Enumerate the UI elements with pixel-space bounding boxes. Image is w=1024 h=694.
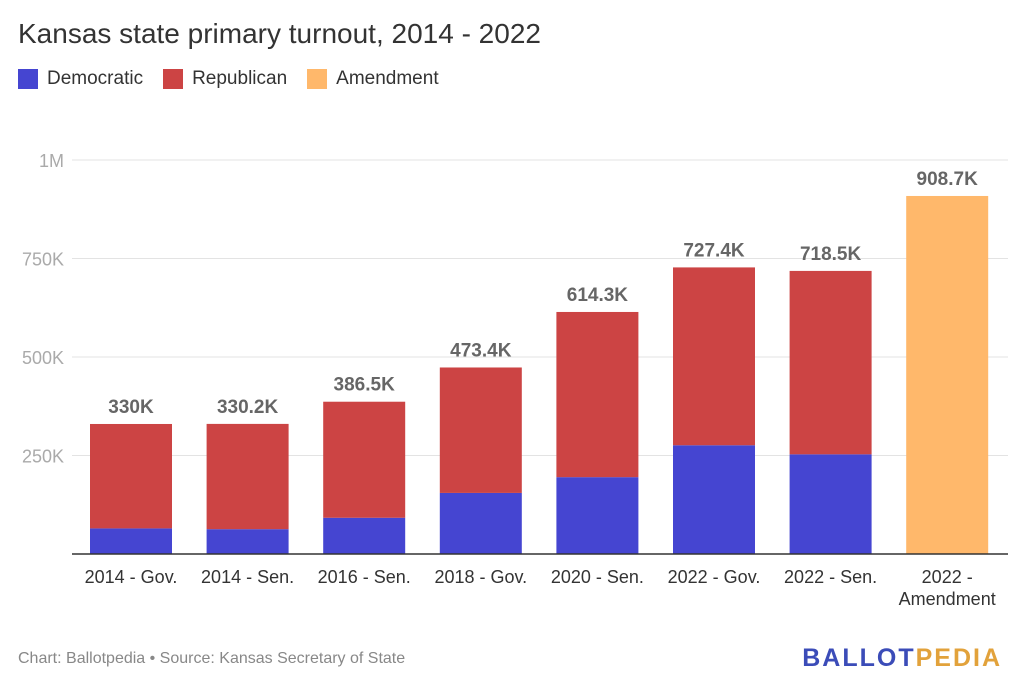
bar-democratic-5 bbox=[673, 445, 755, 554]
x-tick-label-3: 2018 - Gov. bbox=[434, 567, 527, 587]
bar-republican-1 bbox=[206, 423, 289, 530]
data-label-total-4: 614.3K bbox=[567, 285, 629, 306]
bar-democratic-0 bbox=[90, 528, 172, 554]
data-label-total-6: 718.5K bbox=[800, 244, 862, 265]
bar-democratic-6 bbox=[789, 454, 872, 554]
x-tick-label-2: 2016 - Sen. bbox=[318, 567, 411, 587]
bar-democratic-3 bbox=[439, 492, 522, 554]
legend-swatch-democratic bbox=[18, 69, 38, 89]
x-tick-label-5-line-0: 2022 - Gov. bbox=[668, 567, 761, 587]
data-label-total-0: 330K bbox=[108, 397, 154, 418]
x-tick-label-6: 2022 - Sen. bbox=[784, 567, 877, 587]
x-tick-label-6-line-0: 2022 - Sen. bbox=[784, 567, 877, 587]
legend-label-democratic: Democratic bbox=[47, 68, 144, 89]
bar-democratic-1 bbox=[206, 529, 289, 554]
x-tick-label-4-line-0: 2020 - Sen. bbox=[551, 567, 644, 587]
data-label-total-5: 727.4K bbox=[683, 240, 745, 261]
bar-democratic-4 bbox=[556, 477, 639, 554]
legend-swatch-amendment bbox=[307, 69, 328, 89]
x-tick-label-5: 2022 - Gov. bbox=[668, 567, 761, 587]
legend-label-amendment: Amendment bbox=[336, 68, 439, 89]
data-label-total-7: 908.7K bbox=[917, 169, 979, 190]
legend: Democratic Republican Amendment bbox=[18, 68, 439, 90]
y-tick-label-1: 500K bbox=[22, 348, 64, 368]
y-tick-label-0: 250K bbox=[22, 447, 64, 467]
ballotpedia-logo: BALLOTPEDIA bbox=[802, 644, 1002, 673]
legend-label-republican: Republican bbox=[192, 68, 288, 89]
data-label-total-2: 386.5K bbox=[334, 375, 396, 396]
bar-republican-4 bbox=[556, 311, 639, 478]
logo-part-pedia: PEDIA bbox=[915, 644, 1002, 672]
x-tick-label-4: 2020 - Sen. bbox=[551, 567, 644, 587]
data-label-total-1: 330.2K bbox=[217, 397, 279, 418]
chart-title: Kansas state primary turnout, 2014 - 202… bbox=[18, 18, 541, 49]
x-tick-label-7-line-1: Amendment bbox=[899, 589, 996, 609]
x-tick-label-0-line-0: 2014 - Gov. bbox=[85, 567, 178, 587]
chart-footer-credit: Chart: Ballotpedia • Source: Kansas Secr… bbox=[18, 650, 406, 667]
bar-republican-2 bbox=[323, 401, 406, 518]
bar-democratic-2 bbox=[323, 517, 406, 554]
bar-republican-5 bbox=[673, 267, 755, 446]
bar-republican-0 bbox=[90, 423, 172, 529]
legend-swatch-republican bbox=[163, 69, 184, 89]
x-tick-label-2-line-0: 2016 - Sen. bbox=[318, 567, 411, 587]
x-tick-label-1: 2014 - Sen. bbox=[201, 567, 294, 587]
y-tick-label-3: 1M bbox=[39, 151, 64, 171]
x-tick-label-7-line-0: 2022 - bbox=[922, 567, 973, 587]
bar-republican-6 bbox=[789, 270, 872, 455]
data-label-total-3: 473.4K bbox=[450, 340, 512, 361]
logo-part-ballot: BALLOT bbox=[802, 644, 916, 672]
x-tick-label-0: 2014 - Gov. bbox=[85, 567, 178, 587]
legend-item-republican: Republican bbox=[163, 68, 287, 90]
x-tick-label-7: 2022 -Amendment bbox=[899, 567, 996, 609]
legend-item-democratic: Democratic bbox=[18, 68, 143, 90]
legend-item-amendment: Amendment bbox=[307, 68, 439, 90]
x-tick-label-3-line-0: 2018 - Gov. bbox=[434, 567, 527, 587]
x-tick-label-1-line-0: 2014 - Sen. bbox=[201, 567, 294, 587]
bar-amendment-7 bbox=[906, 195, 989, 554]
bar-republican-3 bbox=[439, 367, 522, 493]
y-tick-label-2: 750K bbox=[22, 250, 64, 270]
